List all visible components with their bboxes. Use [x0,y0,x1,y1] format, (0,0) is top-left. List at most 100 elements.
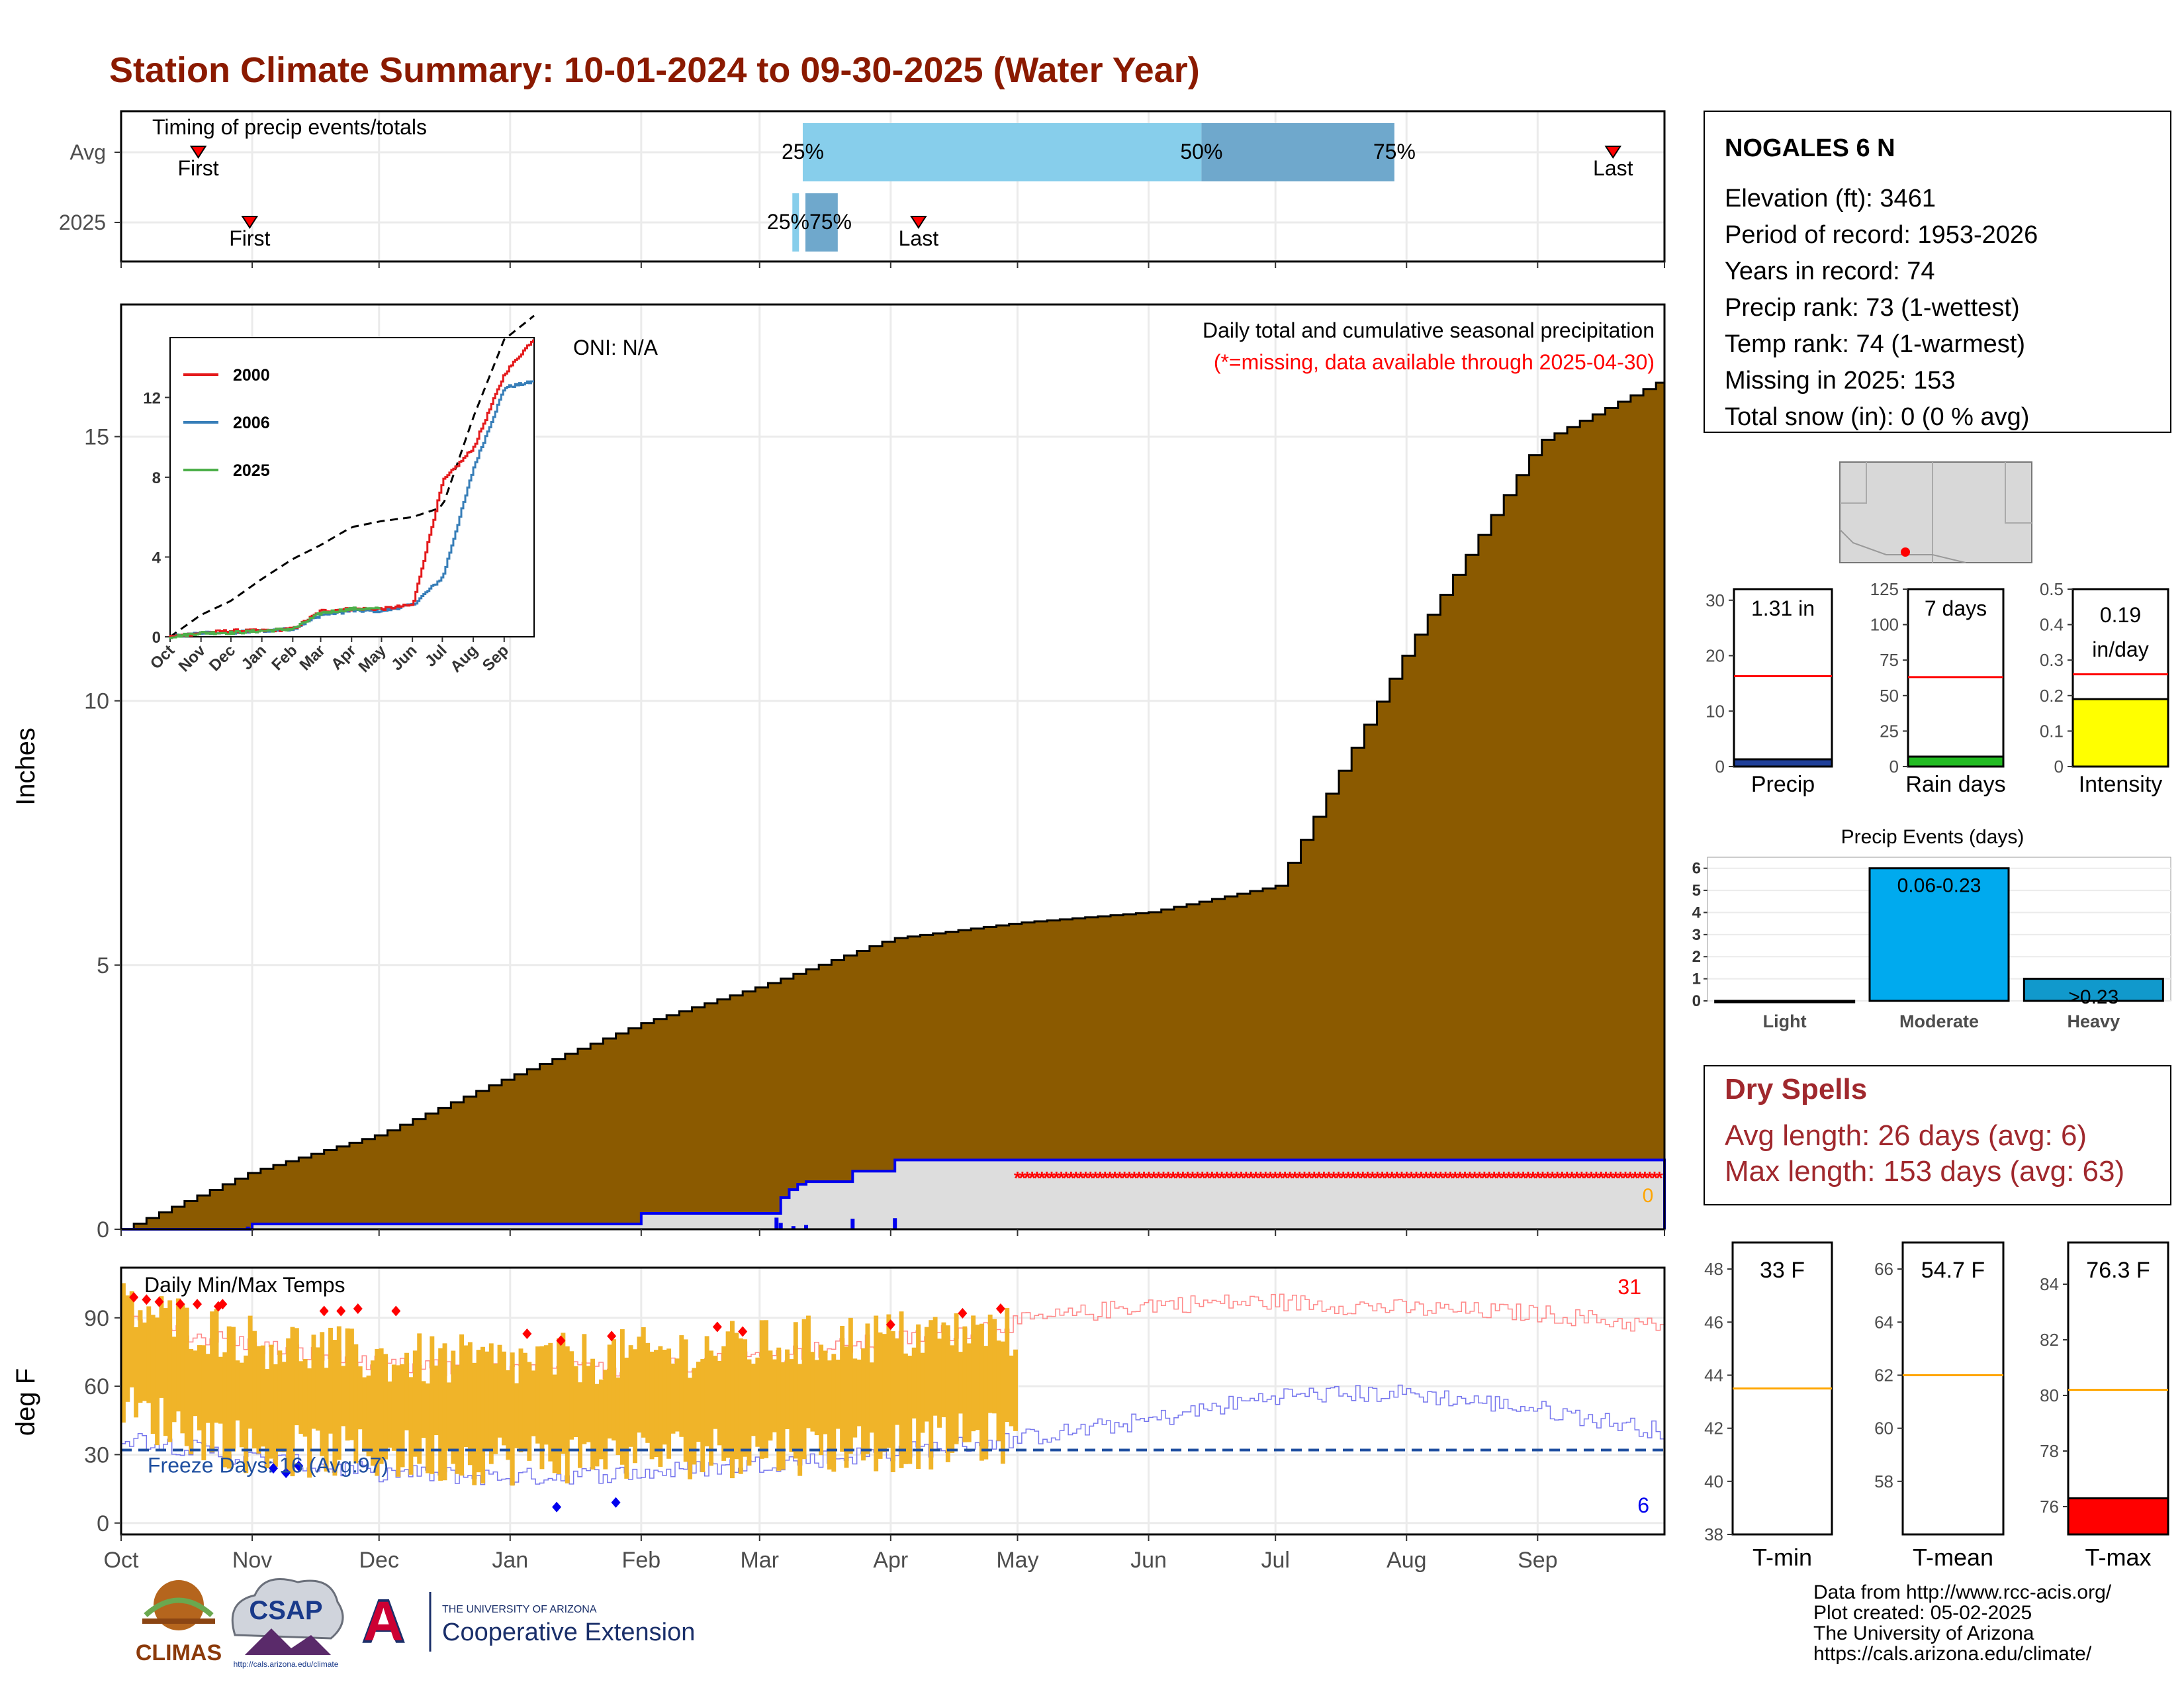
daily-temp-bar [573,1366,578,1438]
daily-temp-bar [244,1355,249,1474]
temp-tick-label: 40 [1704,1472,1723,1491]
daily-temp-bar [823,1350,828,1434]
events-range-label: 0.06-0.23 [1897,875,1981,897]
daily-temp-bar [222,1352,228,1468]
temp-title: Daily Min/Max Temps [144,1273,345,1297]
missing-mark: * [1569,1168,1576,1188]
daily-temp-bar [738,1338,743,1474]
temp-tick-label: 44 [1704,1365,1723,1385]
month-tick-label: Sep [1518,1548,1558,1573]
daily-temp-bar [966,1343,972,1442]
cold-record-marker [552,1501,562,1513]
missing-mark: * [1374,1168,1381,1188]
credit-line: The University of Arizona [1813,1622,2034,1644]
daily-temp-bar [755,1357,760,1447]
missing-mark: * [1233,1168,1240,1188]
temp-box [2067,1241,2169,1536]
daily-temp-bar [315,1347,320,1431]
mini-value-text: in/day [2092,637,2148,661]
daily-temp-bar [721,1346,727,1461]
daily-temp-bar [421,1381,426,1438]
missing-mark: * [1301,1168,1308,1188]
daily-temp-bar [827,1360,832,1470]
daily-temp-bar [920,1352,925,1433]
daily-temp-bar [417,1333,422,1464]
mini-tick-label: 0 [1889,757,1899,776]
mini-value-text: 7 days [1925,596,1987,620]
daily-temp-bar [730,1321,735,1479]
daily-temp-bar [848,1317,853,1454]
missing-mark: * [1252,1168,1259,1188]
y2025-first-label: First [229,226,270,250]
temp-value-bar [2067,1497,2169,1536]
events-tick-label: 4 [1692,904,1702,921]
missing-mark: * [1062,1168,1069,1188]
missing-mark: * [1179,1168,1187,1188]
missing-mark: * [1617,1168,1624,1188]
daily-temp-bar [810,1352,815,1432]
missing-mark: * [1539,1168,1547,1188]
missing-mark: * [1320,1168,1328,1188]
daily-temp-bar [375,1348,380,1476]
daily-temp-bar [586,1366,591,1442]
avg-first-marker [189,146,207,159]
missing-mark: * [1486,1168,1493,1188]
missing-mark: * [1111,1168,1118,1188]
temp-tick-label: 60 [1874,1419,1893,1438]
hot-record-marker [142,1294,152,1305]
daily-temp-bar [231,1327,236,1452]
cold-record-marker [611,1497,621,1508]
missing-mark: * [1578,1168,1585,1188]
missing-mark: * [1121,1168,1128,1188]
daily-temp-bar [882,1334,887,1452]
daily-temp-bar [797,1364,803,1476]
precip-ytick-label: 10 [84,689,109,714]
daily-temp-bar [463,1345,469,1448]
inset-frame [169,337,535,637]
missing-mark: * [1068,1168,1075,1188]
daily-temp-bar [929,1320,934,1470]
missing-mark: * [1097,1168,1104,1188]
missing-mark: * [1621,1168,1629,1188]
oni-label: ONI: N/A [573,336,659,359]
daily-temp-bar [134,1327,139,1418]
temp-tick-label: 48 [1704,1259,1723,1279]
missing-mark: * [1364,1168,1371,1188]
daily-temp-bar [628,1345,633,1447]
csap-logo-url: http://cals.arizona.edu/climate [234,1660,339,1669]
daily-temp-bar [430,1336,435,1474]
daily-temp-bar [945,1325,950,1462]
missing-mark: * [1340,1168,1347,1188]
daily-temp-bar [996,1340,1001,1441]
missing-mark: * [1451,1168,1459,1188]
temp-tick-label: 76 [2040,1497,2059,1517]
daily-temp-bar [751,1364,756,1436]
daily-temp-bar [789,1359,794,1452]
daily-temp-bar [717,1361,722,1446]
missing-mark: * [1028,1168,1036,1188]
page-title: Station Climate Summary: 10-01-2024 to 0… [109,50,1200,90]
daily-temp-bar [670,1363,676,1434]
daily-temp-bar [958,1352,963,1414]
temp-tick-label: 64 [1874,1312,1893,1332]
daily-temp-bar [979,1323,984,1461]
missing-mark: * [1549,1168,1556,1188]
missing-mark: * [1286,1168,1293,1188]
inset-line-2025 [169,606,381,639]
month-tick-label: Oct [104,1548,139,1573]
missing-mark: * [1140,1168,1148,1188]
row-label-avg: Avg [69,140,106,164]
missing-mark: * [1583,1168,1590,1188]
daily-temp-bar [480,1346,485,1483]
hot-record-marker [319,1305,329,1317]
daily-temp-bar [488,1343,494,1464]
daily-temp-bar [612,1339,617,1441]
daily-temp-bar [125,1295,130,1402]
hot-record-marker [218,1299,228,1310]
missing-mark: * [1500,1168,1508,1188]
daily-temp-bar [146,1306,152,1403]
events-tick-label: 3 [1692,926,1701,944]
missing-mark: * [1559,1168,1566,1188]
daily-temp-bar [565,1346,570,1483]
missing-mark: * [1213,1168,1220,1188]
